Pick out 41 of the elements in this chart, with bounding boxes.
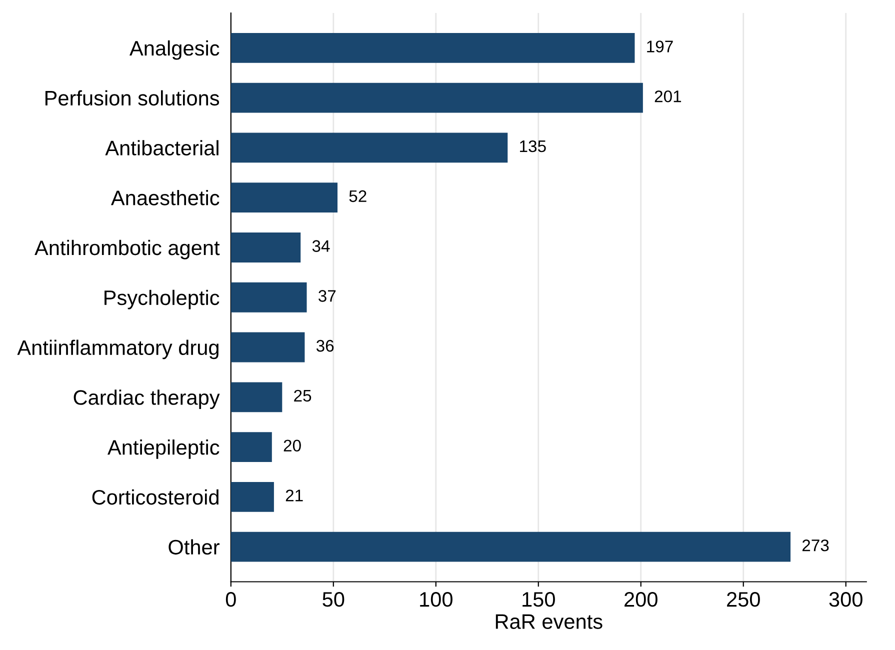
y-tick-label: Other (168, 539, 220, 555)
x-tick-label: 50 (322, 592, 344, 607)
data-label: 52 (349, 190, 366, 202)
y-tick-label: Antiinflammatory drug (17, 340, 218, 360)
data-label: 37 (318, 290, 336, 302)
x-tick-label: 0 (226, 592, 236, 607)
data-label: 273 (802, 540, 829, 552)
bar (230, 182, 338, 213)
x-tick-label: 100 (420, 592, 452, 607)
bar (230, 232, 301, 262)
y-tick-label: Anaesthetic (110, 190, 220, 206)
bar (230, 482, 274, 512)
y-tick-label: Psycholeptic (104, 290, 220, 310)
bar (230, 382, 282, 412)
bar (230, 282, 307, 312)
data-label: 36 (316, 340, 334, 352)
bar (230, 432, 272, 462)
y-tick-label: Corticosteroid (92, 489, 218, 505)
data-label: 197 (647, 40, 673, 52)
data-label: 21 (286, 490, 303, 502)
data-label: 34 (312, 240, 330, 252)
y-tick-label: Analgesic (130, 40, 220, 60)
y-tick-label: Antihrombotic agent (34, 240, 220, 260)
bar (230, 32, 635, 63)
y-tick-label: Antiepileptic (108, 439, 220, 459)
bar (230, 82, 643, 113)
data-label: 20 (284, 440, 301, 452)
y-tick-label: Antibacterial (105, 140, 218, 156)
x-tick-label: 200 (624, 592, 658, 607)
x-tick-label: 150 (522, 592, 555, 607)
y-tick-label: Perfusion solutions (45, 90, 220, 106)
bar (230, 532, 791, 562)
bar (230, 332, 305, 362)
y-tick-label: Cardiac therapy (74, 390, 220, 410)
data-label: 25 (294, 390, 312, 402)
data-label: 201 (654, 90, 682, 102)
bar (230, 132, 508, 163)
data-label: 135 (520, 140, 546, 152)
x-tick-label: 250 (727, 592, 760, 607)
x-tick-label: 300 (829, 592, 862, 607)
x-axis-title: RaR events (496, 614, 602, 629)
